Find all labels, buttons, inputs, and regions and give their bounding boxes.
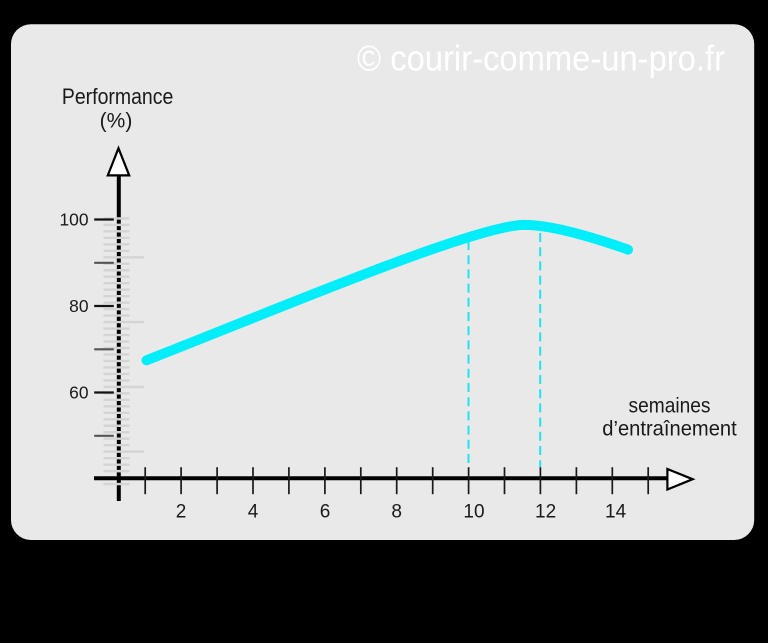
svg-text:80: 80 — [69, 296, 88, 316]
svg-text:60: 60 — [69, 382, 88, 402]
svg-text:10: 10 — [463, 502, 484, 523]
svg-text:100: 100 — [59, 209, 88, 229]
svg-text:2: 2 — [176, 502, 187, 523]
svg-text:Performance: Performance — [62, 84, 174, 109]
svg-text:8: 8 — [391, 502, 402, 523]
svg-text:© courir-comme-un-pro.fr: © courir-comme-un-pro.fr — [357, 38, 725, 79]
svg-text:d’entraînement: d’entraînement — [602, 416, 737, 440]
svg-text:14: 14 — [605, 502, 627, 523]
svg-text:(%): (%) — [100, 110, 133, 133]
svg-text:semaines: semaines — [629, 393, 711, 417]
svg-text:6: 6 — [320, 502, 331, 523]
svg-text:12: 12 — [535, 502, 556, 523]
svg-text:4: 4 — [248, 502, 259, 523]
